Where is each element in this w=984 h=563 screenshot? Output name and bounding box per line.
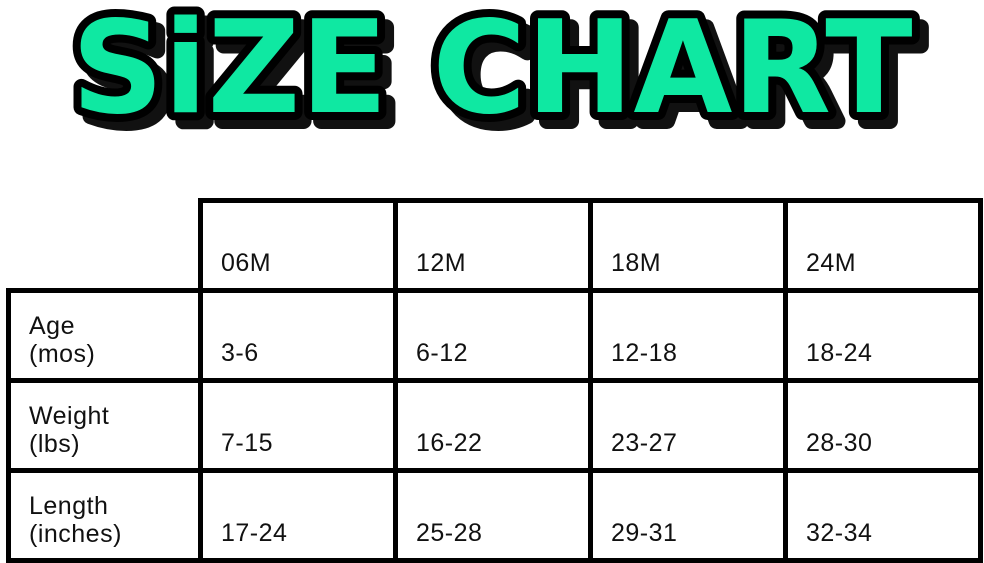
table-row-age: Age (mos) 3-6 6-12 12-18 18-24 xyxy=(6,288,983,383)
table-body: Age (mos) 3-6 6-12 12-18 18-24 Weight (l… xyxy=(6,288,983,563)
cell-length-18m: 29-31 xyxy=(588,468,788,563)
column-header-12m: 12M xyxy=(393,198,593,293)
title-graphic: SiZE CHART SiZE CHART SiZE CHART xyxy=(63,0,929,150)
row-label-weight-unit: (lbs) xyxy=(29,430,81,458)
row-label-length-unit: (inches) xyxy=(29,520,122,548)
title-outline-text: SiZE CHART xyxy=(71,0,912,143)
cell-length-24m: 32-34 xyxy=(783,468,983,563)
cell-weight-06m: 7-15 xyxy=(198,378,398,473)
cell-length-12m: 25-28 xyxy=(393,468,593,563)
row-label-weight: Weight (lbs) xyxy=(6,378,203,473)
row-label-weight-main: Weight xyxy=(29,402,110,430)
row-label-length-main: Length xyxy=(29,492,109,520)
table-header: 06M 12M 18M 24M xyxy=(9,198,983,293)
cell-weight-18m: 23-27 xyxy=(588,378,788,473)
cell-age-06m: 3-6 xyxy=(198,288,398,383)
title-fill-text: SiZE CHART xyxy=(71,0,912,143)
size-chart-table: 06M 12M 18M 24M Age (mos) 3-6 6-12 12-18… xyxy=(6,198,983,563)
column-header-06m: 06M xyxy=(198,198,398,293)
table-header-row: 06M 12M 18M 24M xyxy=(9,198,983,293)
column-header-24m: 24M xyxy=(783,198,983,293)
table-row-weight: Weight (lbs) 7-15 16-22 23-27 28-30 xyxy=(6,378,983,473)
cell-age-24m: 18-24 xyxy=(783,288,983,383)
title-shadow-text: SiZE CHART xyxy=(80,3,921,150)
cell-age-12m: 6-12 xyxy=(393,288,593,383)
cell-length-06m: 17-24 xyxy=(198,468,398,563)
cell-weight-24m: 28-30 xyxy=(783,378,983,473)
row-label-age: Age (mos) xyxy=(6,288,203,383)
row-label-length: Length (inches) xyxy=(6,468,203,563)
table-row-length: Length (inches) 17-24 25-28 29-31 32-34 xyxy=(6,468,983,563)
corner-cell xyxy=(9,201,201,291)
cell-age-18m: 12-18 xyxy=(588,288,788,383)
page-title: SiZE CHART SiZE CHART SiZE CHART xyxy=(0,0,984,150)
row-label-age-main: Age xyxy=(29,312,75,340)
column-header-18m: 18M xyxy=(588,198,788,293)
row-label-age-unit: (mos) xyxy=(29,340,96,368)
cell-weight-12m: 16-22 xyxy=(393,378,593,473)
